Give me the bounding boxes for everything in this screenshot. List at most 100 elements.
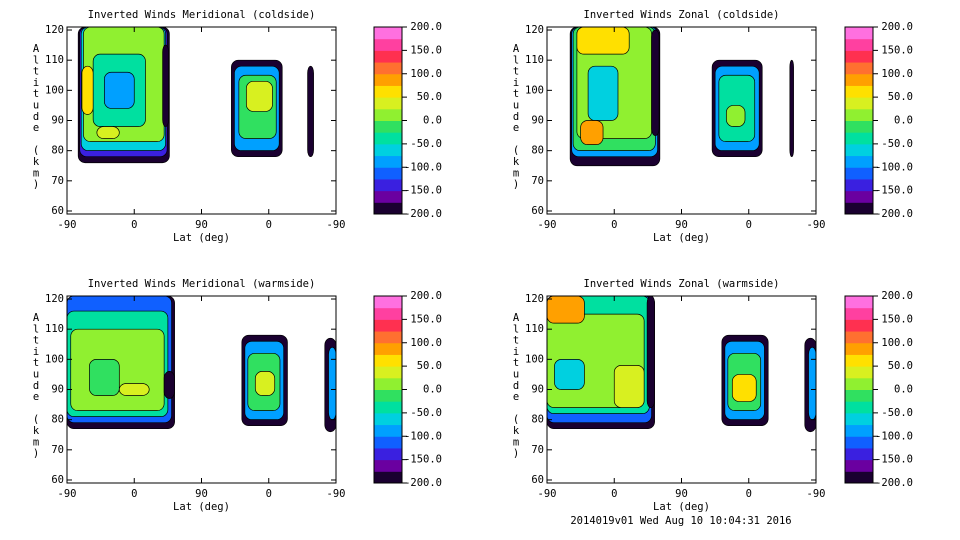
contour-region [245,80,273,112]
contour-region [731,374,757,402]
colorbar-band [374,366,402,379]
colorbar-band [845,436,873,449]
colorbar-band [374,447,402,461]
colorbar-band [845,178,873,192]
y-tick-label: 120 [525,24,544,36]
y-tick-label: 90 [531,384,544,396]
colorbar-band [845,202,873,215]
y-tick-label: 70 [51,444,64,456]
y-tick-label: 100 [525,84,544,96]
y-tick-label: 80 [531,145,544,157]
colorbar-band [374,331,402,344]
contour-region [725,105,746,127]
colorbar-band [374,296,402,309]
colorbar-label: -200.0 [404,477,442,489]
colorbar-band [845,412,873,426]
plot-area [569,27,794,167]
plot-area [67,296,336,433]
colorbar-band [845,354,873,367]
colorbar-label: 150.0 [881,313,913,325]
colorbar-band [845,377,873,390]
x-tick-label: -90 [58,488,77,500]
y-tick-label: 120 [45,293,64,305]
x-tick-label: 90 [675,488,688,500]
x-tick-label: 90 [675,219,688,231]
contour-region [162,44,169,127]
y-tick-label: 60 [51,205,64,217]
colorbar-band [845,459,873,472]
colorbar-label: 50.0 [888,91,913,103]
colorbar-band [374,85,402,98]
colorbar-band [374,108,402,121]
x-tick-label: 0 [746,219,752,231]
x-tick-label: 90 [195,219,208,231]
colorbar-band [374,73,402,86]
colorbar-label: -150.0 [404,454,442,466]
colorbar-label: -100.0 [404,161,442,173]
y-tick-label: 110 [45,54,64,66]
colorbar-band [374,38,402,51]
x-tick-label: -90 [327,219,346,231]
colorbar-band [374,401,402,414]
contour-region [163,371,175,399]
colorbar-band [374,190,402,203]
x-tick-label: 0 [131,219,137,231]
colorbar-band [374,389,402,402]
y-tick-label: 100 [525,353,544,365]
contour-region [118,383,150,396]
colorbar-band [845,190,873,203]
colorbar-label: -50.0 [881,138,913,150]
colorbar-label: 100.0 [881,337,913,349]
colorbar-label: -200.0 [404,208,442,220]
colorbar-label: -50.0 [881,407,913,419]
colorbar-label: -100.0 [875,430,913,442]
x-tick-label: -90 [807,219,826,231]
colorbar-band [845,132,873,145]
x-axis-label: Lat (deg) [173,501,230,513]
colorbar-label: 0.0 [423,115,442,127]
chart-title: Inverted Winds Zonal (warmside) [584,278,780,290]
colorbar-band [845,50,873,63]
colorbar-label: 100.0 [410,337,442,349]
colorbar-band [374,424,402,437]
contour-region [580,120,604,145]
y-tick-label: 110 [525,323,544,335]
colorbar-band [374,319,402,332]
chart-title: Inverted Winds Meridional (coldside) [88,9,316,21]
contour-region [576,27,630,55]
colorbar-band [845,38,873,51]
colorbar-band [374,167,402,180]
x-tick-label: -90 [538,488,557,500]
colorbar-band [374,307,402,320]
contour-region [254,371,276,396]
chart-title: Inverted Winds Meridional (warmside) [88,278,316,290]
colorbar-band [374,132,402,145]
contour-region [89,358,120,396]
colorbar-band [374,178,402,192]
y-tick-label: 60 [51,474,64,486]
x-tick-label: -90 [58,219,77,231]
colorbar-label: -150.0 [875,454,913,466]
y-tick-label: 70 [531,444,544,456]
colorbar-label: 0.0 [423,384,442,396]
contour-region [547,296,585,324]
colorbar-band [374,412,402,426]
colorbar-band [845,85,873,98]
colorbar-band [374,143,402,157]
colorbar-band [845,319,873,332]
y-tick-label: 120 [525,293,544,305]
colorbar-band [374,27,402,40]
x-axis-label: Lat (deg) [653,501,710,513]
plot-area [547,296,816,433]
colorbar-band [845,307,873,320]
x-tick-label: -90 [327,488,346,500]
colorbar-label: 100.0 [881,68,913,80]
colorbar-band [374,459,402,472]
y-tick-label: 120 [45,24,64,36]
colorbar-band [845,342,873,355]
colorbar-band [374,120,402,133]
contour-region [808,346,816,421]
x-tick-label: -90 [807,488,826,500]
